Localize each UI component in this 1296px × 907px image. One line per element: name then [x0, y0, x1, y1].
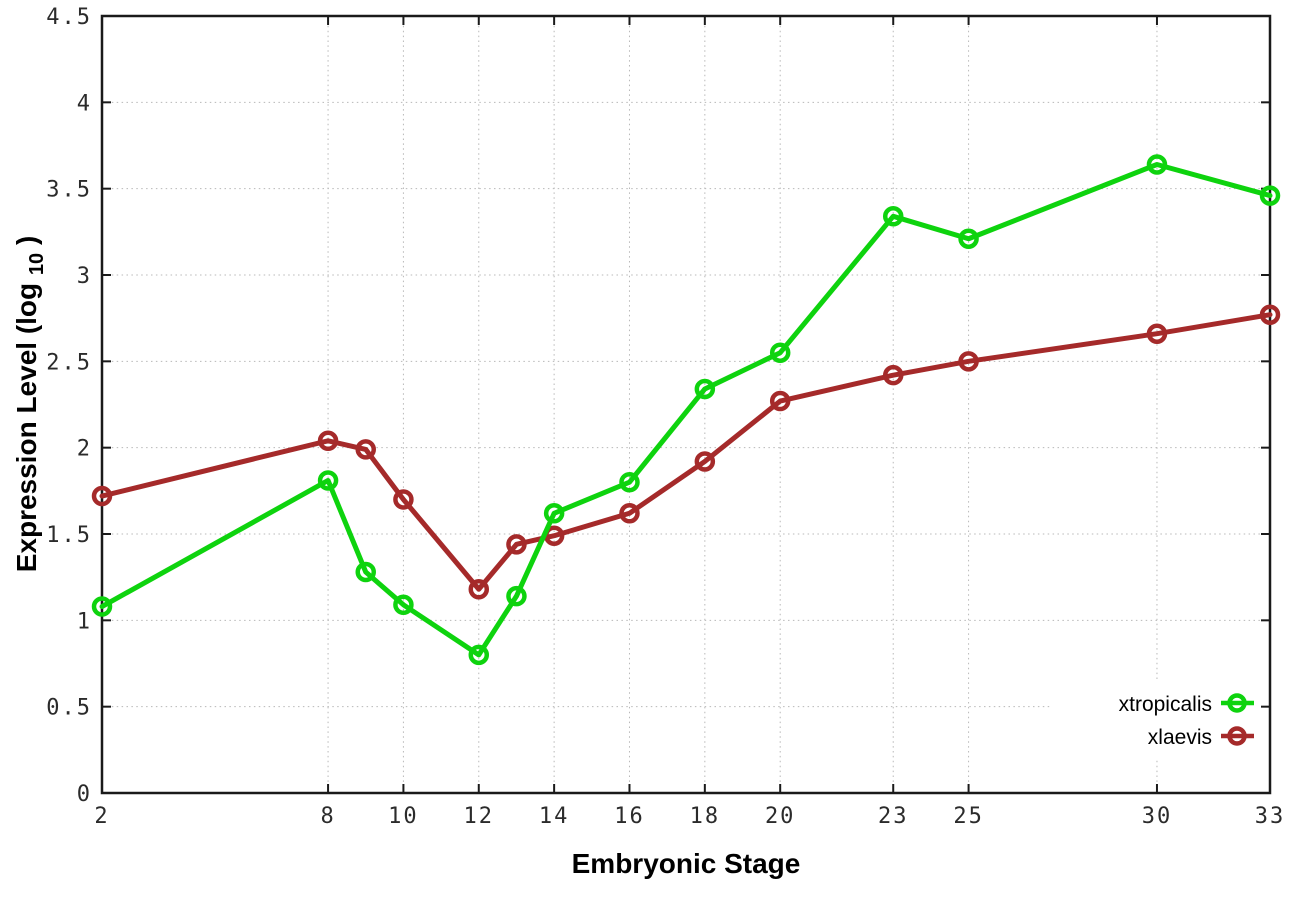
y-tick-label: 0 — [77, 782, 92, 807]
x-tick-label: 30 — [1142, 804, 1173, 829]
y-tick-label: 3 — [77, 264, 92, 289]
series-xlaevis — [91, 304, 1281, 600]
y-tick-label: 2.5 — [46, 350, 92, 375]
x-tick-label: 25 — [953, 804, 984, 829]
series-layer — [91, 154, 1281, 666]
data-point-xlaevis — [1259, 304, 1281, 325]
data-point-xtropicalis — [769, 342, 791, 363]
data-point-xlaevis — [619, 503, 640, 524]
y-axis-title-suffix: ) — [11, 236, 42, 245]
x-tick-label: 18 — [690, 804, 721, 829]
series-line-xlaevis — [99, 312, 1273, 592]
data-point-xlaevis — [468, 579, 490, 600]
data-point-xlaevis — [355, 439, 376, 460]
data-point-xtropicalis — [1259, 185, 1281, 206]
grid-layer — [102, 16, 1270, 793]
y-tick-label: 4.5 — [46, 5, 92, 30]
legend-background-rect — [1052, 680, 1268, 758]
data-point-xtropicalis — [468, 644, 490, 666]
legend-background — [1052, 680, 1268, 758]
data-point-xtropicalis — [694, 378, 716, 400]
data-point-xlaevis — [393, 489, 414, 510]
x-tick-label: 2 — [94, 804, 109, 829]
x-tick-label: 14 — [539, 804, 570, 829]
data-point-xtropicalis — [355, 561, 376, 583]
x-tick-label: 12 — [464, 804, 495, 829]
data-point-xtropicalis — [393, 594, 414, 616]
data-point-xlaevis — [91, 485, 113, 507]
data-point-xlaevis — [1146, 323, 1168, 344]
y-tick-label: 3.5 — [46, 178, 92, 203]
y-axis-title-main: Expression Level (log — [11, 283, 42, 572]
legend-label: xlaevis — [1148, 726, 1212, 749]
legend-item-xlaevis: xlaevis — [1148, 726, 1254, 749]
data-point-xtropicalis — [619, 471, 640, 493]
y-tick-label: 1 — [77, 609, 92, 634]
axes-layer — [100, 14, 1272, 795]
y-axis-title: Expression Level (log 10 ) — [11, 236, 49, 573]
legend-label: xtropicalis — [1119, 693, 1212, 716]
data-point-xtropicalis — [958, 228, 979, 249]
data-point-xtropicalis — [882, 206, 904, 227]
data-point-xtropicalis — [317, 470, 339, 491]
data-point-xlaevis — [694, 451, 716, 472]
x-tick-label: 16 — [614, 804, 645, 829]
data-point-xtropicalis — [543, 503, 565, 524]
y-tick-label: 1.5 — [46, 523, 92, 548]
y-tick-label: 4 — [77, 91, 92, 116]
data-point-xlaevis — [769, 390, 791, 412]
series-line-xtropicalis — [99, 161, 1273, 658]
y-tick-label: 0.5 — [46, 696, 92, 721]
data-point-xtropicalis — [91, 596, 113, 617]
data-point-xlaevis — [958, 351, 979, 372]
legend-item-xtropicalis: xtropicalis — [1119, 693, 1254, 716]
x-tick-label: 8 — [320, 804, 335, 829]
x-tick-label: 10 — [388, 804, 419, 829]
data-point-xtropicalis — [1146, 154, 1168, 175]
y-tick-label: 2 — [77, 437, 92, 462]
legend-marker-icon — [1227, 726, 1247, 746]
legend: xtropicalis xlaevis — [1119, 693, 1254, 749]
x-tick-label: 33 — [1255, 804, 1286, 829]
plot-border — [100, 14, 1272, 795]
data-point-xlaevis — [317, 430, 339, 452]
series-xtropicalis — [91, 154, 1281, 666]
x-tick-label: 20 — [765, 804, 796, 829]
data-point-xlaevis — [882, 364, 904, 386]
y-axis-title-subscript: 10 — [26, 253, 48, 275]
x-tick-label: 23 — [878, 804, 909, 829]
tick-labels: 2 8 10 12 14 16 18 20 23 25 30 33 0 0.5 1 1.5 2 2.5 3 3.5 4 4… — [46, 5, 1286, 829]
data-point-xlaevis — [506, 534, 527, 555]
data-point-xtropicalis — [506, 585, 527, 607]
legend-marker-icon — [1227, 693, 1247, 713]
x-axis-title: Embryonic Stage — [572, 848, 801, 879]
